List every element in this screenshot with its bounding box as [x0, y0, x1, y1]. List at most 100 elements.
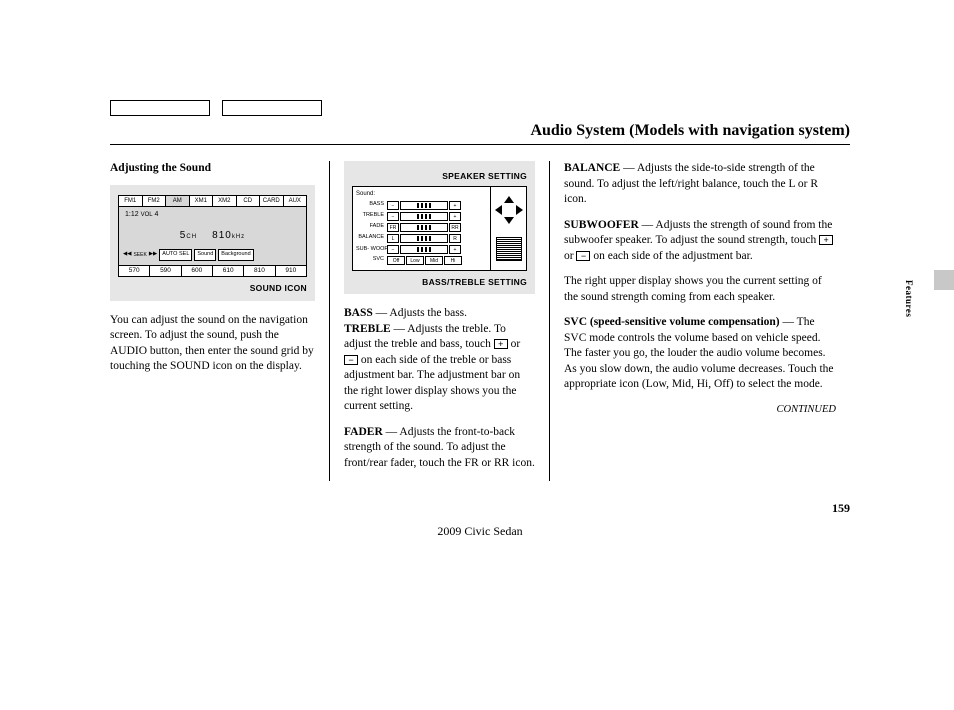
- fade-label: FADE: [356, 223, 386, 230]
- level-display: [496, 237, 522, 261]
- preset-2: 590: [150, 266, 181, 277]
- subwoofer-label: SUB- WOOFER: [356, 247, 386, 252]
- tab-xm1: XM1: [190, 196, 214, 206]
- balance-label: BALANCE: [356, 234, 386, 241]
- tab-fm1: FM1: [119, 196, 143, 206]
- treble-term: TREBLE: [344, 323, 391, 335]
- svc-off: Off: [387, 256, 405, 265]
- col1-heading: Adjusting the Sound: [110, 161, 315, 177]
- minus-icon: −: [344, 355, 358, 365]
- seek-arrows: ◀◀: [123, 251, 131, 258]
- subwoofer-term: SUBWOOFER: [564, 219, 639, 231]
- bass-treble-paragraph: BASS — Adjusts the bass. TREBLE — Adjust…: [344, 306, 535, 415]
- balance-row: BALANCE L R: [356, 234, 487, 243]
- fade-bar: [400, 223, 448, 232]
- treble-label: TREBLE: [356, 212, 386, 219]
- bass-term: BASS: [344, 307, 373, 319]
- direction-pad: [495, 196, 523, 224]
- plus-icon: +: [819, 235, 833, 245]
- background-button: Background: [218, 249, 253, 260]
- treble-desc-2: on each side of the treble or bass adjus…: [344, 354, 520, 413]
- arrow-up-icon: [504, 196, 514, 203]
- sub-desc-2: on each side of the adjustment bar.: [593, 250, 752, 262]
- tab-fm2: FM2: [143, 196, 167, 206]
- side-tab: [934, 270, 954, 290]
- plus-icon: +: [449, 201, 461, 210]
- balance-bar: [400, 234, 448, 243]
- arrow-down-icon: [504, 217, 514, 224]
- fr-cell: FR: [387, 223, 399, 232]
- plus-icon: +: [449, 245, 461, 254]
- display-info-paragraph: The right upper display shows you the cu…: [564, 274, 836, 305]
- bass-treble-caption: BASS/TREBLE SETTING: [352, 277, 527, 288]
- tab-aux: AUX: [284, 196, 307, 206]
- channel-label: CH: [186, 234, 197, 240]
- svc-low: Low: [406, 256, 424, 265]
- speaker-controls: Sound: BASS − + TREBLE − +: [353, 187, 490, 269]
- arrow-left-icon: [495, 205, 502, 215]
- column-1: Adjusting the Sound FM1 FM2 AM XM1 XM2 C…: [110, 161, 330, 481]
- svc-mid: Mid: [425, 256, 443, 265]
- arrow-right-icon: [516, 205, 523, 215]
- sound-label: Sound:: [356, 190, 487, 198]
- radio-buttons-row: ◀◀ SEEK ▶▶ AUTO SEL Sound Background: [123, 249, 302, 260]
- fade-row: FADE FR RR: [356, 223, 487, 232]
- radio-body: 1:12 VOL 4 5CH 810kHz ◀◀ SEEK ▶▶: [119, 207, 306, 265]
- bass-desc: Adjusts the bass.: [389, 307, 467, 319]
- speaker-figure: SPEAKER SETTING Sound: BASS − + TREBLE −: [344, 161, 535, 294]
- radio-freq-display: 5CH 810kHz: [119, 229, 306, 243]
- minus-icon: −: [387, 212, 399, 221]
- or-text: or: [564, 250, 574, 262]
- vol-label: VOL: [141, 212, 153, 218]
- side-section-label: Features: [904, 280, 914, 317]
- or-text: or: [511, 338, 521, 350]
- ref-box-1: [110, 100, 210, 116]
- time: 1:12: [125, 211, 139, 218]
- col1-paragraph: You can adjust the sound on the navigati…: [110, 313, 315, 375]
- svc-term: SVC (speed-sensitive volume compensation…: [564, 316, 780, 328]
- minus-icon: −: [576, 251, 590, 261]
- radio-presets: 570 590 600 610 810 910: [119, 265, 306, 277]
- subwoofer-row: SUB- WOOFER − +: [356, 245, 487, 254]
- preset-3: 600: [182, 266, 213, 277]
- freq-unit: kHz: [232, 234, 245, 240]
- continued-label: CONTINUED: [564, 403, 836, 417]
- autosel-button: AUTO SEL: [159, 249, 192, 260]
- plus-icon: +: [494, 339, 508, 349]
- treble-row: TREBLE − +: [356, 212, 487, 221]
- ref-box-2: [222, 100, 322, 116]
- subwoofer-paragraph: SUBWOOFER — Adjusts the strength of soun…: [564, 218, 836, 265]
- column-2: SPEAKER SETTING Sound: BASS − + TREBLE −: [330, 161, 550, 481]
- seek-label: SEEK: [133, 252, 146, 259]
- fader-term: FADER: [344, 426, 383, 438]
- radio-figure: FM1 FM2 AM XM1 XM2 CD CARD AUX 1:12 VOL: [110, 185, 315, 301]
- svc-row: SVC Off Low Mid Hi: [356, 256, 487, 265]
- radio-screen: FM1 FM2 AM XM1 XM2 CD CARD AUX 1:12 VOL: [118, 195, 307, 278]
- sound-button: Sound: [194, 249, 216, 260]
- fader-paragraph: FADER — Adjusts the front-to-back streng…: [344, 425, 535, 472]
- tab-cd: CD: [237, 196, 261, 206]
- manual-page: Audio System (Models with navigation sys…: [110, 100, 850, 539]
- balance-term: BALANCE: [564, 162, 620, 174]
- sound-icon-caption: SOUND ICON: [118, 283, 307, 294]
- preset-5: 810: [244, 266, 275, 277]
- preset-6: 910: [276, 266, 306, 277]
- svc-paragraph: SVC (speed-sensitive volume compensation…: [564, 315, 836, 393]
- preset-1: 570: [119, 266, 150, 277]
- content-columns: Adjusting the Sound FM1 FM2 AM XM1 XM2 C…: [110, 161, 850, 481]
- page-number: 159: [110, 501, 850, 516]
- bass-label: BASS: [356, 201, 386, 208]
- speaker-setting-caption: SPEAKER SETTING: [352, 171, 527, 182]
- sub-bar: [400, 245, 448, 254]
- vol-value: 4: [155, 211, 159, 218]
- header-reference-boxes: [110, 100, 850, 116]
- frequency: 810: [212, 230, 232, 241]
- treble-bar: [400, 212, 448, 221]
- balance-paragraph: BALANCE — Adjusts the side-to-side stren…: [564, 161, 836, 208]
- svc-label: SVC: [356, 256, 386, 263]
- l-cell: L: [387, 234, 399, 243]
- preset-4: 610: [213, 266, 244, 277]
- speaker-right-panel: [490, 187, 526, 269]
- tab-am: AM: [166, 196, 190, 206]
- rr-cell: RR: [449, 223, 461, 232]
